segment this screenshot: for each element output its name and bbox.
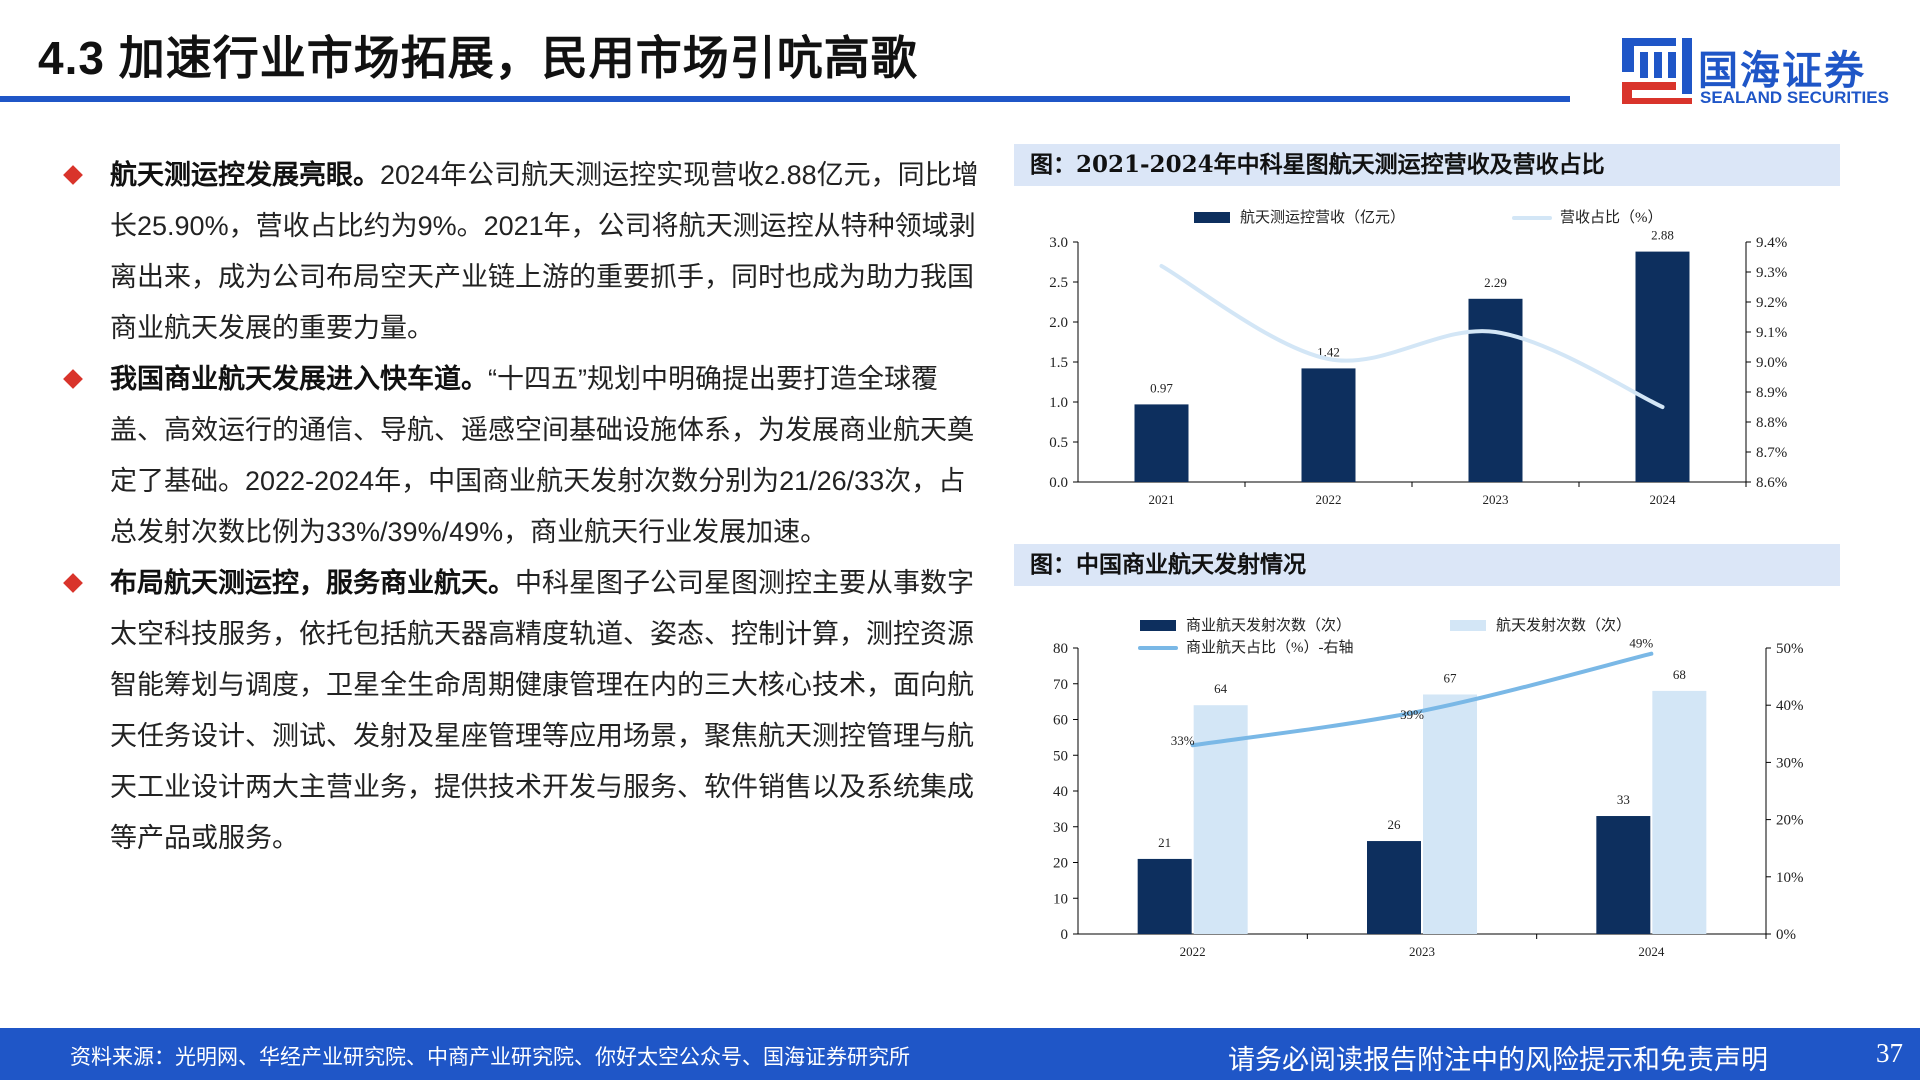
y-tick-label: 0.0	[1049, 475, 1068, 491]
legend-swatch	[1194, 212, 1230, 223]
bullet-text: “十四五”规划中明确提出要打造全球覆盖、高效运行的通信、导航、遥感空间基础设施体…	[110, 364, 974, 547]
diamond-bullet-icon	[63, 165, 83, 185]
line-point-label: 49%	[1629, 636, 1653, 651]
bullet-text: 2024年公司航天测运控实现营收2.88亿元，同比增长25.90%，营收占比约为…	[110, 160, 979, 343]
y-tick-label: 2.0	[1049, 315, 1068, 331]
bar-value-label: 67	[1444, 670, 1458, 685]
legend-label: 航天发射次数（次）	[1496, 617, 1631, 634]
legend-label: 商业航天占比（%）-右轴	[1186, 639, 1354, 656]
x-tick-label: 2022	[1316, 492, 1342, 507]
bullet-heading: 我国商业航天发展进入快车道。	[110, 364, 488, 394]
diamond-bullet-icon	[63, 573, 83, 593]
legend-label: 营收占比（%）	[1560, 209, 1663, 226]
bullet-heading: 布局航天测运控，服务商业航天。	[110, 568, 515, 598]
legend-label: 商业航天发射次数（次）	[1186, 617, 1351, 634]
legend-swatch	[1140, 620, 1176, 631]
bullet-item: 航天测运控发展亮眼。2024年公司航天测运控实现营收2.88亿元，同比增长25.…	[60, 150, 980, 354]
bar-value-label: 2.29	[1484, 275, 1507, 290]
revenue-chart: 0.0 0.5 1.0 1.5 2.0 2.5 3.0 8.6% 8.7% 8.8% 8.9% 9.0…	[1049, 209, 1787, 507]
y-tick-label: 0.5	[1049, 435, 1068, 451]
legend-swatch	[1450, 620, 1486, 631]
bar-2022-s0	[1301, 368, 1356, 482]
bullet-list: 航天测运控发展亮眼。2024年公司航天测运控实现营收2.88亿元，同比增长25.…	[60, 150, 980, 864]
y2-tick-label: 10%	[1776, 870, 1804, 886]
bullet-heading: 航天测运控发展亮眼。	[110, 160, 380, 190]
y-tick-label: 0	[1061, 927, 1069, 943]
page-number: 37	[1876, 1038, 1903, 1068]
y-tick-label: 20	[1053, 856, 1068, 872]
line-point-label: 39%	[1400, 707, 1424, 722]
bar-2023-s0	[1367, 841, 1421, 934]
y2-tick-label: 8.6%	[1756, 475, 1787, 491]
y2-tick-label: 9.3%	[1756, 265, 1787, 281]
x-tick-label: 2021	[1149, 492, 1175, 507]
figure-heading-revenue: 图：2021-2024年中科星图航天测运控营收及营收占比	[1014, 144, 1840, 186]
bullet-item: 我国商业航天发展进入快车道。“十四五”规划中明确提出要打造全球覆盖、高效运行的通…	[60, 354, 980, 558]
x-tick-label: 2023	[1483, 492, 1509, 507]
x-tick-label: 2024	[1638, 944, 1665, 959]
bar-value-label: 68	[1673, 667, 1686, 682]
diamond-bullet-icon	[63, 369, 83, 389]
bar-2021-s0	[1134, 404, 1189, 482]
y-tick-label: 80	[1053, 641, 1068, 657]
bar-value-label: 21	[1158, 835, 1171, 850]
footer-source: 资料来源：光明网、华经产业研究院、中商产业研究院、你好太空公众号、国海证券研究所	[70, 1046, 910, 1069]
y-tick-label: 1.0	[1049, 395, 1068, 411]
legend-label: 航天测运控营收（亿元）	[1240, 209, 1405, 226]
y2-tick-label: 9.4%	[1756, 235, 1787, 251]
y-tick-label: 70	[1053, 677, 1068, 693]
y2-tick-label: 40%	[1776, 698, 1804, 714]
y2-tick-label: 8.8%	[1756, 415, 1787, 431]
bar-2023-s1	[1423, 694, 1477, 934]
bar-value-label: 0.97	[1150, 380, 1173, 395]
bullet-text: 中科星图子公司星图测控主要从事数字太空科技服务，依托包括航天器高精度轨道、姿态、…	[110, 568, 974, 853]
sealand-logo: 国海证券 SEALAND SECURITIES	[1618, 32, 1889, 108]
y-tick-label: 10	[1053, 891, 1068, 907]
x-tick-label: 2024	[1650, 492, 1677, 507]
y2-tick-label: 8.9%	[1756, 385, 1787, 401]
y-tick-label: 1.5	[1049, 355, 1068, 371]
y-tick-label: 30	[1053, 820, 1068, 836]
logo-english-name: SEALAND SECURITIES	[1700, 88, 1889, 107]
footer-bar: 资料来源：光明网、华经产业研究院、中商产业研究院、你好太空公众号、国海证券研究所…	[0, 1028, 1920, 1080]
launch-chart: 0 10 20 30 40 50 60 70 80 0% 10% 20% 30% 40% 50% 2022 20…	[1053, 617, 1804, 959]
y2-tick-label: 0%	[1776, 927, 1796, 943]
y-tick-label: 60	[1053, 713, 1068, 729]
bar-value-label: 64	[1214, 681, 1228, 696]
y2-tick-label: 8.7%	[1756, 445, 1787, 461]
y2-tick-label: 20%	[1776, 813, 1804, 829]
bar-2022-s0	[1137, 858, 1192, 934]
x-tick-label: 2023	[1409, 944, 1435, 959]
line-series-path	[1159, 264, 1665, 409]
x-tick-label: 2022	[1180, 944, 1206, 959]
y2-tick-label: 9.2%	[1756, 295, 1787, 311]
y2-tick-label: 50%	[1776, 641, 1804, 657]
footer-disclaimer: 请务必阅读报告附注中的风险提示和免责声明	[1228, 1045, 1768, 1075]
bar-value-label: 26	[1388, 817, 1402, 832]
y-tick-label: 50	[1053, 748, 1068, 764]
bar-value-label: 33	[1617, 792, 1630, 807]
bullet-item: 布局航天测运控，服务商业航天。中科星图子公司星图测控主要从事数字太空科技服务，依…	[60, 558, 980, 864]
y-tick-label: 3.0	[1049, 235, 1068, 251]
title-underline	[0, 96, 1570, 102]
line-point-label: 33%	[1171, 733, 1195, 748]
bar-2024-s1	[1652, 690, 1707, 934]
bar-2024-s0	[1635, 251, 1690, 482]
y2-tick-label: 9.1%	[1756, 325, 1787, 341]
page-title: 4.3 加速行业市场拓展，民用市场引吭高歌	[38, 32, 918, 84]
logo-chinese-name: 国海证券	[1698, 49, 1866, 93]
y-tick-label: 40	[1053, 784, 1068, 800]
figure-heading-launches: 图：中国商业航天发射情况	[1014, 544, 1840, 586]
line-series-path	[1190, 651, 1654, 748]
bar-2023-s0	[1468, 298, 1523, 482]
bar-value-label: 2.88	[1651, 228, 1674, 243]
y2-tick-label: 30%	[1776, 755, 1804, 771]
bar-2024-s0	[1596, 816, 1651, 934]
y-tick-label: 2.5	[1049, 275, 1068, 291]
logo-mark-icon	[1622, 38, 1692, 104]
y2-tick-label: 9.0%	[1756, 355, 1787, 371]
